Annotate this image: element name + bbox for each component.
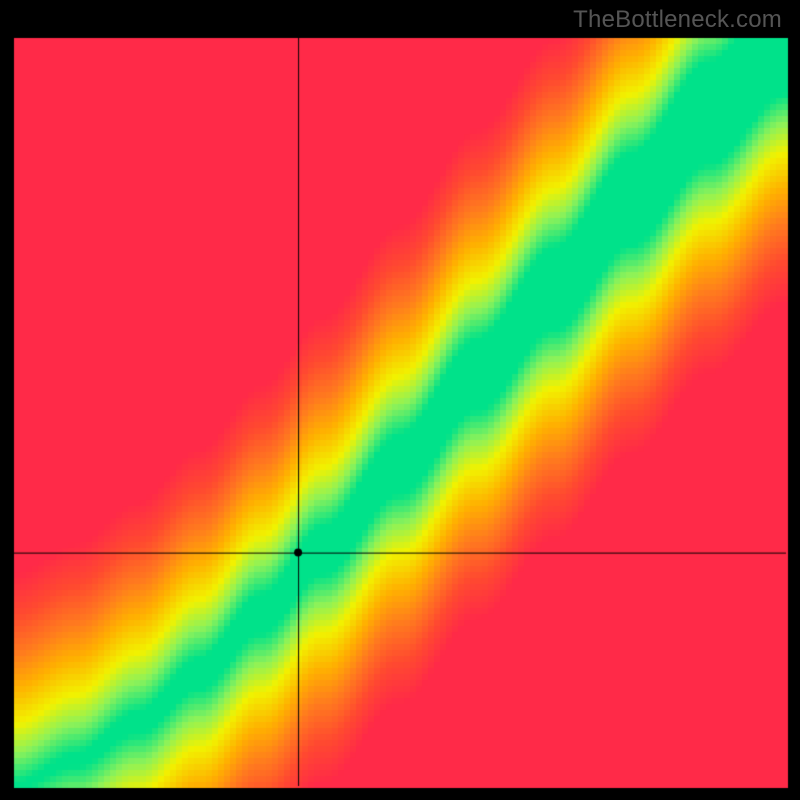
chart-container: TheBottleneck.com <box>0 0 800 800</box>
heatmap-canvas <box>0 0 800 800</box>
watermark-label: TheBottleneck.com <box>573 6 782 34</box>
